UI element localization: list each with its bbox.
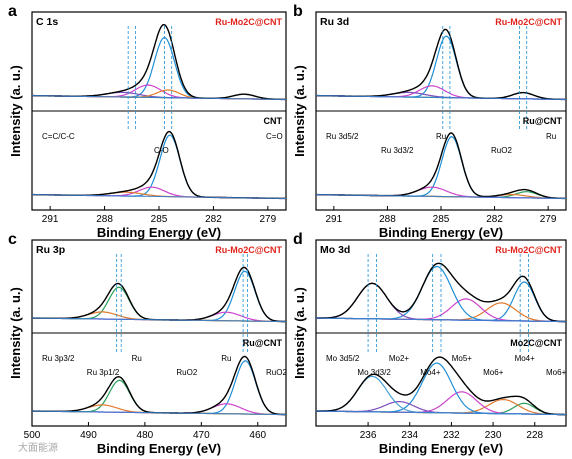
peak-label: C-O xyxy=(154,146,169,155)
x-tick-label: 236 xyxy=(360,430,377,441)
subplot-title: C 1s xyxy=(36,16,58,28)
baseline-curve xyxy=(31,410,287,416)
component-curve xyxy=(31,360,287,416)
x-tick-label: 288 xyxy=(96,214,113,225)
panel-letter: c xyxy=(8,231,17,248)
x-tick-label: 291 xyxy=(42,214,59,225)
subplot-title: Ru 3d xyxy=(320,16,349,28)
x-tick-label: 279 xyxy=(260,214,277,225)
sample-tag: CNT xyxy=(264,116,283,126)
sample-tag: Ru-Mo2C@CNT xyxy=(495,245,562,255)
peak-label: C=O xyxy=(266,132,283,141)
x-tick-label: 490 xyxy=(80,430,97,441)
x-axis-label: Binding Energy (eV) xyxy=(97,225,221,240)
x-tick-label: 291 xyxy=(326,214,343,225)
panel-letter: a xyxy=(8,3,17,20)
peak-label: RuO2 xyxy=(176,368,197,377)
peak-label: Ru xyxy=(132,354,142,363)
peak-label: Ru 3p3/2 xyxy=(42,354,75,363)
sample-tag: Ru-Mo2C@CNT xyxy=(495,17,562,27)
x-tick-label: 228 xyxy=(526,430,543,441)
x-tick-label: 230 xyxy=(485,430,502,441)
y-axis-label: Intensity (a. u.) xyxy=(8,65,23,157)
x-tick-label: 480 xyxy=(137,430,154,441)
baseline-curve xyxy=(31,95,287,100)
peak-label: Mo 3d3/2 xyxy=(357,368,391,377)
x-tick-label: 285 xyxy=(151,214,168,225)
peak-label: RuO2 xyxy=(266,368,287,377)
x-tick-label: 282 xyxy=(486,214,503,225)
baseline-curve xyxy=(31,317,287,323)
component-curve xyxy=(316,35,567,101)
baseline-curve xyxy=(315,410,567,416)
x-axis-label: Binding Energy (eV) xyxy=(379,225,503,240)
x-tick-label: 285 xyxy=(433,214,450,225)
peak-label: C=C/C-C xyxy=(42,132,75,141)
x-tick-label: 470 xyxy=(193,430,210,441)
peak-label: RuO2 xyxy=(491,146,512,155)
panel-c: c 460 470 480 490 500 Binding Energy (eV) Inten… xyxy=(8,231,287,456)
y-axis-label: Intensity (a. u.) xyxy=(8,287,23,379)
x-tick-label: 460 xyxy=(249,430,266,441)
component-curve xyxy=(32,37,287,101)
x-tick-label: 232 xyxy=(443,430,460,441)
sample-tag: Ru-Mo2C@CNT xyxy=(215,245,282,255)
peak-label: Mo 3d5/2 xyxy=(326,354,360,363)
envelope-curve xyxy=(32,23,287,101)
x-tick-label: 288 xyxy=(379,214,396,225)
peak-label: Ru 3p1/2 xyxy=(87,368,120,377)
watermark: 大面能源 xyxy=(18,441,58,454)
baseline-curve xyxy=(31,194,287,199)
subplot-title: Mo 3d xyxy=(320,244,350,256)
x-axis-label: Binding Energy (eV) xyxy=(97,441,221,456)
panel-a: a 279 282 285 288 291 Binding Energy (eV) Inten… xyxy=(8,3,287,240)
peak-label: Mo6+ xyxy=(483,368,504,377)
peak-label: Ru 3d3/2 xyxy=(381,146,414,155)
peak-label: Mo6+ xyxy=(546,368,567,377)
x-tick-label: 500 xyxy=(24,430,41,441)
envelope-curve xyxy=(316,356,566,416)
component-curve xyxy=(31,379,286,416)
baseline-curve xyxy=(315,95,567,100)
subplot-title: Ru 3p xyxy=(36,244,65,256)
y-axis-label: Intensity (a. u.) xyxy=(292,65,307,157)
sample-tag: Ru-Mo2C@CNT xyxy=(215,17,282,27)
peak-label: Mo4+ xyxy=(420,368,441,377)
y-axis-label: Intensity (a. u.) xyxy=(292,287,307,379)
peak-label: Mo2+ xyxy=(389,354,410,363)
peak-label: Ru xyxy=(436,132,446,141)
peak-label: Ru xyxy=(546,132,556,141)
x-tick-label: 282 xyxy=(205,214,222,225)
panel-letter: d xyxy=(293,231,303,248)
sample-tag: Ru@CNT xyxy=(523,116,563,126)
panel-b: b 279 282 285 288 291 Binding Energy (eV) Inten… xyxy=(292,3,567,240)
x-axis-label: Binding Energy (eV) xyxy=(379,441,503,456)
panel-letter: b xyxy=(293,3,303,20)
peak-label: Ru 3d5/2 xyxy=(326,132,359,141)
peak-label: Ru xyxy=(221,354,231,363)
envelope-curve xyxy=(32,355,287,416)
peak-label: Mo4+ xyxy=(515,354,536,363)
baseline-curve xyxy=(315,194,567,199)
envelope-curve xyxy=(316,262,567,323)
peak-label: Mo5+ xyxy=(452,354,473,363)
sample-tag: Mo2C@CNT xyxy=(510,338,562,348)
x-tick-label: 234 xyxy=(401,430,418,441)
sample-tag: Ru@CNT xyxy=(243,338,283,348)
x-tick-label: 279 xyxy=(540,214,557,225)
component-curve xyxy=(315,362,566,416)
